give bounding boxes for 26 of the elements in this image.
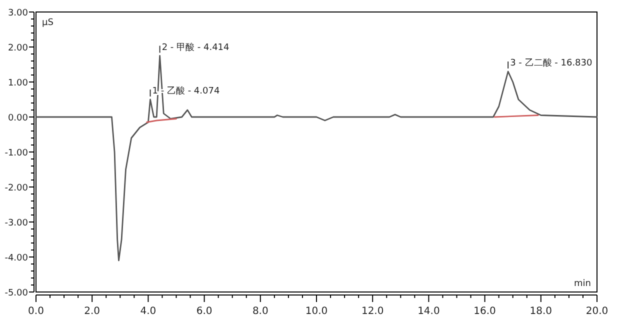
annotation: 1 - 乙酸 - 4.074 — [152, 86, 220, 96]
y-tick-label: 3.00 — [8, 8, 28, 18]
line-series — [35, 55, 598, 262]
y-axis-title: µS — [42, 18, 54, 28]
x-tick-label: 18.0 — [530, 306, 552, 317]
annotation: 2 - 甲酸 - 4.414 — [162, 42, 230, 53]
y-tick-label: -1.00 — [4, 148, 28, 158]
x-tick-label: 14.0 — [418, 306, 440, 317]
x-tick-label: 0.0 — [28, 306, 44, 317]
x-tick-label: 4.0 — [140, 306, 156, 317]
y-tick-label: 2.00 — [8, 44, 28, 54]
x-axis-title: min — [574, 279, 591, 289]
y-tick-label: 1.00 — [8, 78, 28, 88]
annotation: 3 - 乙二酸 - 16.830 — [510, 58, 593, 68]
y-tick-label: -4.00 — [4, 254, 28, 264]
x-tick-label: 20.0 — [586, 306, 608, 317]
x-tick-label: 10.0 — [305, 306, 328, 317]
x-tick-label: 12.0 — [361, 306, 384, 317]
y-tick-label: -3.00 — [4, 218, 28, 228]
x-tick-label: 2.0 — [84, 306, 100, 317]
y-tick-label: -2.00 — [4, 184, 28, 194]
x-tick-label: 16.0 — [474, 306, 496, 317]
x-tick-label: 8.0 — [252, 306, 268, 317]
y-tick-label: -5.00 — [4, 288, 28, 298]
y-tick-label: 0.00 — [8, 114, 28, 124]
x-tick-label: 6.0 — [196, 306, 212, 317]
